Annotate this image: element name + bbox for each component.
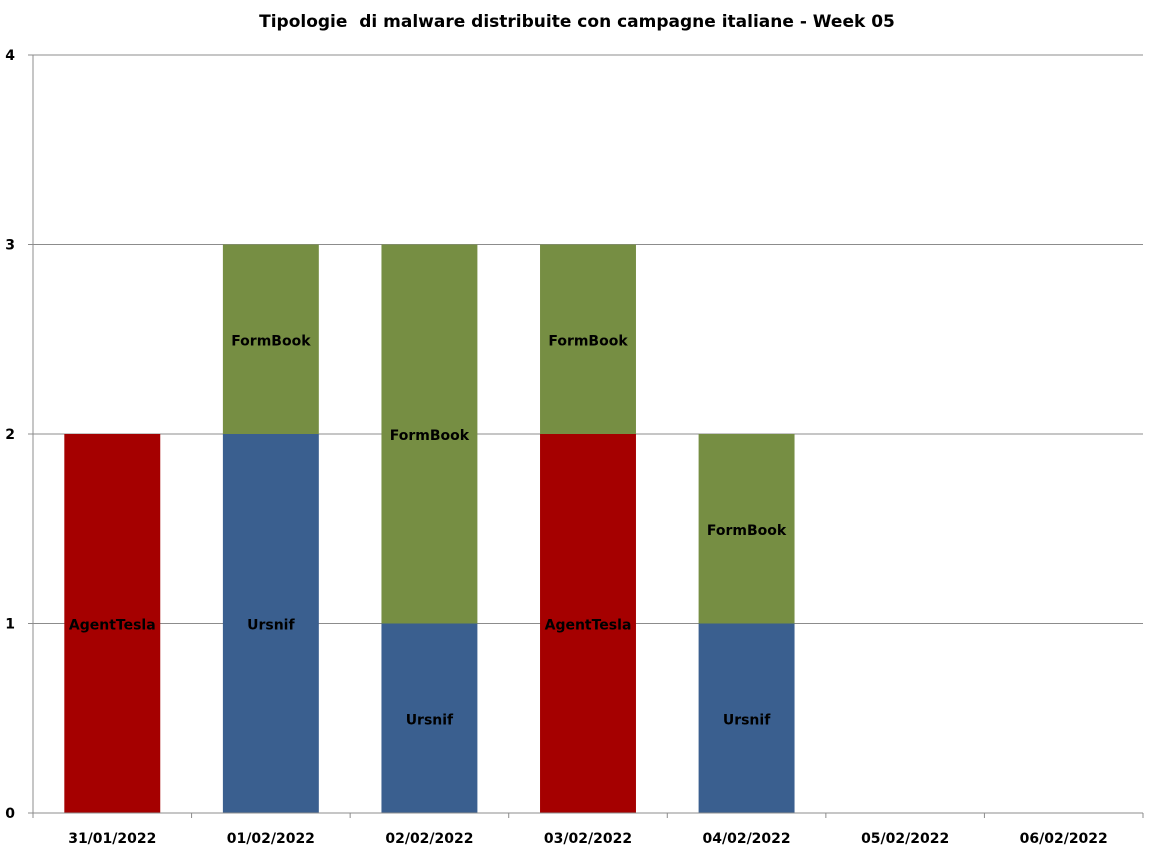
data-label: FormBook bbox=[231, 333, 311, 349]
x-tick-label: 03/02/2022 bbox=[544, 831, 632, 847]
y-tick-label: 4 bbox=[5, 48, 15, 64]
x-tick-label: 01/02/2022 bbox=[227, 831, 315, 847]
segment-labels: AgentTesla Ursnif FormBook Ursnif FormBook Ag… bbox=[69, 333, 787, 728]
bar-segment bbox=[540, 244, 636, 434]
bars bbox=[64, 244, 795, 813]
y-tick-label: 3 bbox=[5, 238, 15, 254]
x-tick-label: 06/02/2022 bbox=[1020, 831, 1108, 847]
y-tick-label: 2 bbox=[5, 427, 15, 443]
chart-title: Tipologie di malware distribuite con cam… bbox=[259, 12, 895, 32]
data-label: Ursnif bbox=[247, 618, 295, 634]
axes: 0 1 2 3 4 31/01/2022 01/02/2022 02/02/2022 03/02… bbox=[5, 48, 1144, 847]
data-label: FormBook bbox=[548, 333, 628, 349]
data-label: AgentTesla bbox=[545, 618, 632, 634]
y-tick-label: 1 bbox=[5, 617, 15, 633]
x-tick-label: 31/01/2022 bbox=[68, 831, 156, 847]
bar-segment bbox=[540, 434, 636, 813]
bar-segment bbox=[222, 434, 319, 813]
bar-segment bbox=[64, 434, 161, 813]
data-label: Ursnif bbox=[723, 712, 771, 728]
data-label: Ursnif bbox=[406, 712, 454, 728]
data-label: FormBook bbox=[390, 428, 470, 444]
bar-segment bbox=[698, 434, 795, 624]
bar-segment bbox=[381, 623, 478, 813]
y-tick-label: 0 bbox=[5, 806, 15, 822]
data-label: FormBook bbox=[707, 523, 787, 539]
data-label: AgentTesla bbox=[69, 618, 156, 634]
x-tick-label: 05/02/2022 bbox=[861, 831, 949, 847]
bar-segment bbox=[381, 244, 478, 624]
bar-segment bbox=[222, 244, 319, 434]
x-tick-label: 04/02/2022 bbox=[702, 831, 790, 847]
x-tick-label: 02/02/2022 bbox=[385, 831, 473, 847]
bar-segment bbox=[698, 623, 795, 813]
